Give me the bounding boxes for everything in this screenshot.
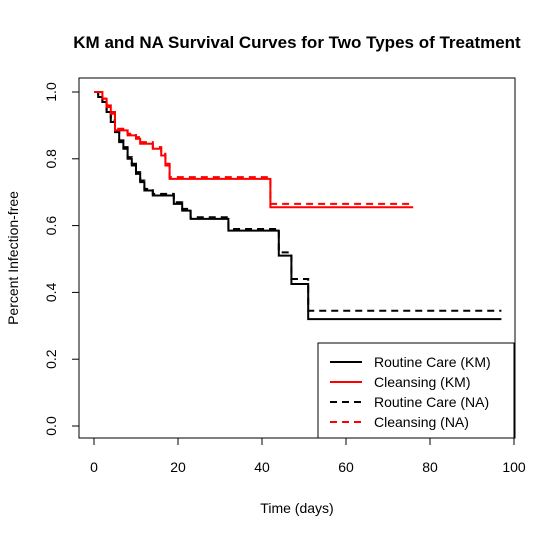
legend-label-routine-na: Routine Care (NA) [374, 394, 489, 410]
series-line-cleansing-na [94, 91, 414, 205]
x-axis: 0 20 40 60 80 100 [90, 437, 526, 475]
y-tick-label: 0.0 [43, 416, 59, 436]
y-tick-label: 0.8 [43, 149, 59, 169]
series-line-cleansing-km [94, 91, 414, 209]
series-line-routine-care-na [94, 91, 502, 312]
x-tick-label: 100 [502, 459, 526, 475]
x-axis-label: Time (days) [260, 500, 333, 516]
y-tick-label: 0.6 [43, 216, 59, 236]
series-layer [94, 91, 502, 321]
legend: Routine Care (KM) Cleansing (KM) Routine… [317, 342, 515, 439]
x-tick-label: 80 [422, 459, 438, 475]
y-tick-label: 1.0 [43, 82, 59, 102]
x-tick-label: 20 [170, 459, 186, 475]
y-axis-label: Percent Infection-free [5, 191, 21, 325]
x-tick-label: 0 [90, 459, 98, 475]
chart-title: KM and NA Survival Curves for Two Types … [73, 33, 521, 52]
y-tick-label: 0.4 [43, 282, 59, 302]
legend-label-cleansing-na: Cleansing (NA) [374, 414, 469, 430]
x-tick-label: 60 [338, 459, 354, 475]
series-line-routine-care-km [94, 91, 502, 321]
legend-box [317, 342, 515, 439]
legend-label-cleansing-km: Cleansing (KM) [374, 374, 470, 390]
x-tick-label: 40 [254, 459, 270, 475]
legend-label-routine-km: Routine Care (KM) [374, 354, 491, 370]
y-axis: 0.0 0.2 0.4 0.6 0.8 1.0 [43, 82, 80, 436]
y-tick-label: 0.2 [43, 349, 59, 369]
